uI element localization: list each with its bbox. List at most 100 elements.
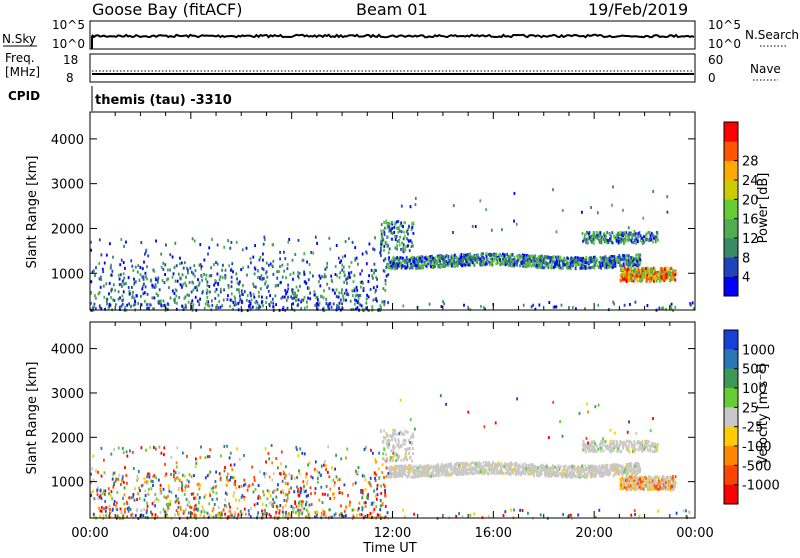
range-cell (93, 513, 95, 516)
range-cell (594, 264, 596, 267)
range-cell (261, 267, 263, 270)
range-cell (323, 289, 325, 292)
range-cell (643, 239, 645, 242)
range-cell (182, 273, 184, 276)
range-cell (94, 294, 96, 297)
range-cell (136, 498, 138, 501)
range-cell (126, 482, 128, 485)
range-cell (402, 257, 404, 260)
range-cell (595, 261, 597, 264)
range-cell (386, 275, 388, 278)
range-cell (518, 470, 520, 473)
range-cell (213, 507, 215, 510)
range-cell (387, 222, 389, 225)
range-cell (453, 264, 455, 267)
range-cell (293, 490, 295, 493)
range-cell (341, 302, 343, 305)
range-cell (128, 276, 130, 279)
range-cell (195, 504, 197, 507)
range-cell (476, 470, 478, 473)
range-cell (639, 261, 641, 264)
range-cell (583, 259, 585, 262)
range-cell (626, 272, 628, 275)
range-cell (189, 281, 191, 284)
range-cell (229, 479, 231, 482)
range-cell (321, 295, 323, 298)
range-cell (334, 514, 336, 517)
range-cell (581, 267, 583, 270)
range-cell (198, 301, 200, 304)
range-cell (206, 292, 208, 295)
range-cell (159, 446, 161, 449)
range-cell (471, 256, 473, 259)
range-cell (438, 468, 440, 471)
range-cell (472, 461, 474, 464)
range-cell (368, 274, 370, 277)
range-cell (254, 479, 256, 482)
range-cell (362, 282, 364, 285)
range-cell (521, 256, 523, 259)
range-cell (225, 276, 227, 279)
range-cell (420, 466, 422, 469)
range-cell (385, 279, 387, 282)
range-cell (124, 466, 126, 469)
range-cell (162, 262, 164, 265)
range-cell (505, 463, 507, 466)
range-cell (164, 263, 166, 266)
range-cell (275, 284, 277, 287)
range-cell (131, 296, 133, 299)
range-cell (328, 237, 330, 240)
range-cell (426, 258, 428, 261)
range-cell (614, 262, 616, 265)
range-cell (315, 460, 317, 463)
range-cell (176, 264, 178, 267)
range-cell (622, 268, 624, 271)
range-cell (478, 256, 480, 259)
range-cell (575, 266, 577, 269)
range-cell (195, 462, 197, 465)
range-cell (661, 267, 663, 270)
range-cell (449, 262, 451, 265)
range-cell (150, 304, 152, 307)
range-cell (621, 258, 623, 261)
range-cell (217, 273, 219, 276)
range-cell (338, 306, 340, 309)
noise-series-line (92, 35, 694, 37)
range-cell (125, 282, 127, 285)
range-cell (607, 239, 609, 242)
range-cell (294, 296, 296, 299)
range-cell (431, 261, 433, 264)
range-cell (671, 277, 673, 280)
range-cell (553, 256, 555, 259)
range-cell (605, 234, 607, 237)
range-cell (197, 278, 199, 281)
range-cell (507, 468, 509, 471)
range-cell (411, 226, 413, 229)
range-cell (425, 473, 427, 476)
range-cell (323, 513, 325, 516)
range-cell (119, 474, 121, 477)
range-cell (110, 296, 112, 299)
range-cell (474, 472, 476, 475)
range-cell (101, 447, 103, 450)
ytick-label: 4000 (51, 133, 84, 148)
range-cell (606, 466, 608, 469)
range-cell (531, 305, 533, 308)
range-cell (118, 298, 120, 301)
range-cell (220, 275, 222, 278)
range-cell (100, 494, 102, 497)
range-cell (466, 464, 468, 467)
range-cell (521, 262, 523, 265)
range-cell (345, 456, 347, 459)
range-cell (231, 513, 233, 516)
range-cell (526, 262, 528, 265)
range-cell (241, 289, 243, 292)
range-cell (555, 256, 557, 259)
nsearch-label: N.Search (745, 28, 799, 42)
range-cell (421, 474, 423, 477)
range-cell (633, 280, 635, 283)
range-cell (597, 471, 599, 474)
range-cell (103, 514, 105, 517)
range-cell (593, 242, 595, 245)
